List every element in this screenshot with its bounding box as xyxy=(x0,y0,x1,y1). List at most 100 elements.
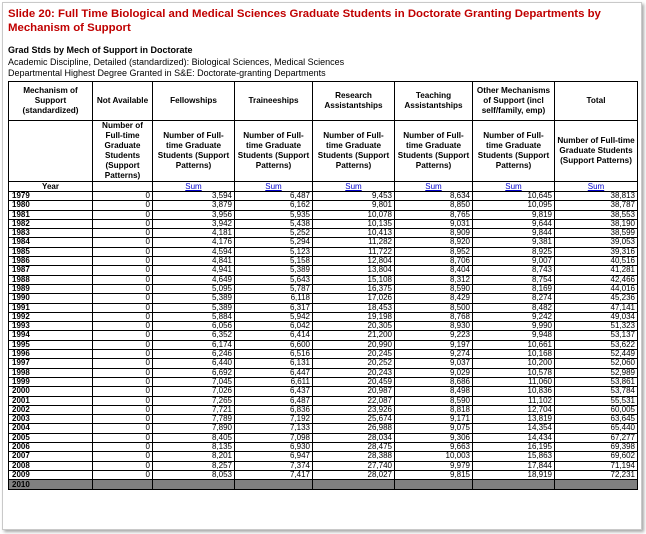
report-metadata: Grad Stds by Mech of Support in Doctorat… xyxy=(8,45,344,80)
cell-not-available: 0 xyxy=(92,441,153,453)
table-row: 2004 0 7,890 7,133 26,988 9,075 14,354 65,440 xyxy=(8,423,638,434)
cell-not-available: 0 xyxy=(92,237,153,248)
cell-research: 20,252 xyxy=(312,358,395,369)
cell-other: 17,844 xyxy=(472,460,555,471)
sum-cell-teaching: Sum xyxy=(394,181,473,192)
cell-fellowships: 4,176 xyxy=(152,237,235,248)
cell-other: 10,836 xyxy=(472,386,555,397)
sum-cell-empty xyxy=(92,181,153,192)
cell-other: 9,381 xyxy=(472,237,555,248)
sum-cell-fellowships: Sum xyxy=(152,181,235,192)
cell-traineeships: 7,374 xyxy=(234,460,313,471)
measure-header-total: Number of Full-time Graduate Students (S… xyxy=(554,120,638,182)
column-header-teaching-assistantships: Teaching Assistantships xyxy=(394,81,473,121)
cell-traineeships: 6,317 xyxy=(234,302,313,313)
cell-traineeships: 6,162 xyxy=(234,200,313,211)
cell-other: 10,200 xyxy=(472,358,555,369)
cell-research: 20,987 xyxy=(312,386,395,397)
slide: Slide 20: Full Time Biological and Medic… xyxy=(2,2,642,530)
year-sum-row: Year Sum Sum Sum Sum Sum Sum xyxy=(8,181,638,192)
cell-research: 22,087 xyxy=(312,395,395,406)
table-row: 1991 0 5,389 6,317 18,453 8,500 8,482 47,141 xyxy=(8,302,638,313)
cell-total: 71,194 xyxy=(554,460,638,471)
column-header-traineeships: Traineeships xyxy=(234,81,313,121)
cell-other: 10,095 xyxy=(472,200,555,211)
cell-total: 38,787 xyxy=(554,200,638,211)
cell-total: 52,060 xyxy=(554,358,638,369)
table-row: 1994 0 6,352 6,414 21,200 9,223 9,948 53,137 xyxy=(8,330,638,341)
cell-research: 13,804 xyxy=(312,265,395,276)
cell-not-available: 0 xyxy=(92,358,153,369)
column-header-other-mechanisms: Other Mechanisms of Support (incl self/f… xyxy=(472,81,555,121)
table-row: 1980 0 3,879 6,162 9,801 8,850 10,095 38,787 xyxy=(8,200,638,211)
cell-teaching: 9,037 xyxy=(394,358,473,369)
sum-link-total[interactable]: Sum xyxy=(587,182,605,191)
table-row: 1995 0 6,174 6,600 20,990 9,197 10,661 53,622 xyxy=(8,339,638,351)
cell-empty xyxy=(472,479,555,491)
cell-research: 28,388 xyxy=(312,451,395,462)
cell-traineeships: 6,487 xyxy=(234,395,313,406)
cell-fellowships: 7,265 xyxy=(152,395,235,406)
cell-research: 26,988 xyxy=(312,423,395,434)
cell-year: 1981 xyxy=(8,209,93,220)
cell-not-available: 0 xyxy=(92,330,153,341)
cell-total: 38,553 xyxy=(554,209,638,220)
sum-link-traineeships[interactable]: Sum xyxy=(265,182,282,191)
cell-year: 2010 xyxy=(8,479,93,491)
sum-link-research[interactable]: Sum xyxy=(345,182,362,191)
cell-not-available: 0 xyxy=(92,469,153,481)
cell-other: 18,919 xyxy=(472,469,555,481)
cell-not-available: 0 xyxy=(92,265,153,276)
cell-other: 9,819 xyxy=(472,209,555,220)
cell-year: 2001 xyxy=(8,395,93,406)
cell-empty xyxy=(394,479,473,491)
cell-teaching: 9,979 xyxy=(394,460,473,471)
cell-not-available: 0 xyxy=(92,451,153,462)
cell-teaching: 8,404 xyxy=(394,265,473,276)
sum-link-fellowships[interactable]: Sum xyxy=(185,182,202,191)
sum-link-other[interactable]: Sum xyxy=(505,182,522,191)
cell-not-available: 0 xyxy=(92,293,153,304)
cell-empty xyxy=(92,479,153,491)
sum-cell-research: Sum xyxy=(312,181,395,192)
cell-research: 10,078 xyxy=(312,209,395,220)
cell-fellowships: 6,440 xyxy=(152,358,235,369)
cell-teaching: 8,498 xyxy=(394,386,473,397)
cell-year: 1980 xyxy=(8,200,93,211)
cell-not-available: 0 xyxy=(92,218,153,230)
cell-research: 18,453 xyxy=(312,302,395,313)
table-row: 2000 0 7,026 6,437 20,987 8,498 10,836 53,784 xyxy=(8,386,638,397)
cell-year: 1984 xyxy=(8,237,93,248)
measure-header-row: Number of Full-time Graduate Students (S… xyxy=(8,120,638,182)
cell-total: 47,141 xyxy=(554,302,638,313)
cell-traineeships: 5,294 xyxy=(234,237,313,248)
measure-header-research: Number of Full-time Graduate Students (S… xyxy=(312,120,395,182)
cell-research: 11,282 xyxy=(312,237,395,248)
cell-fellowships: 7,026 xyxy=(152,386,235,397)
cell-not-available: 0 xyxy=(92,414,153,425)
sum-link-teaching[interactable]: Sum xyxy=(425,182,442,191)
cell-year: 1994 xyxy=(8,330,93,341)
cell-year: 1987 xyxy=(8,265,93,276)
cell-other: 8,743 xyxy=(472,265,555,276)
cell-total: 45,236 xyxy=(554,293,638,304)
cell-total: 72,231 xyxy=(554,469,638,481)
cell-total: 65,440 xyxy=(554,423,638,434)
table-row: 1987 0 4,941 5,389 13,804 8,404 8,743 41,281 xyxy=(8,265,638,276)
cell-traineeships: 6,118 xyxy=(234,293,313,304)
cell-not-available: 0 xyxy=(92,283,153,295)
cell-not-available: 0 xyxy=(92,423,153,434)
cell-fellowships: 8,257 xyxy=(152,460,235,471)
cell-not-available: 0 xyxy=(92,209,153,220)
cell-total: 53,784 xyxy=(554,386,638,397)
measure-header-blank xyxy=(8,120,93,182)
cell-empty xyxy=(312,479,395,491)
cell-other: 11,102 xyxy=(472,395,555,406)
cell-empty xyxy=(554,479,638,491)
cell-not-available: 0 xyxy=(92,190,153,202)
cell-research: 27,740 xyxy=(312,460,395,471)
cell-year: 2009 xyxy=(8,469,93,481)
cell-fellowships: 5,389 xyxy=(152,302,235,313)
cell-traineeships: 7,417 xyxy=(234,469,313,481)
cell-teaching: 9,223 xyxy=(394,330,473,341)
